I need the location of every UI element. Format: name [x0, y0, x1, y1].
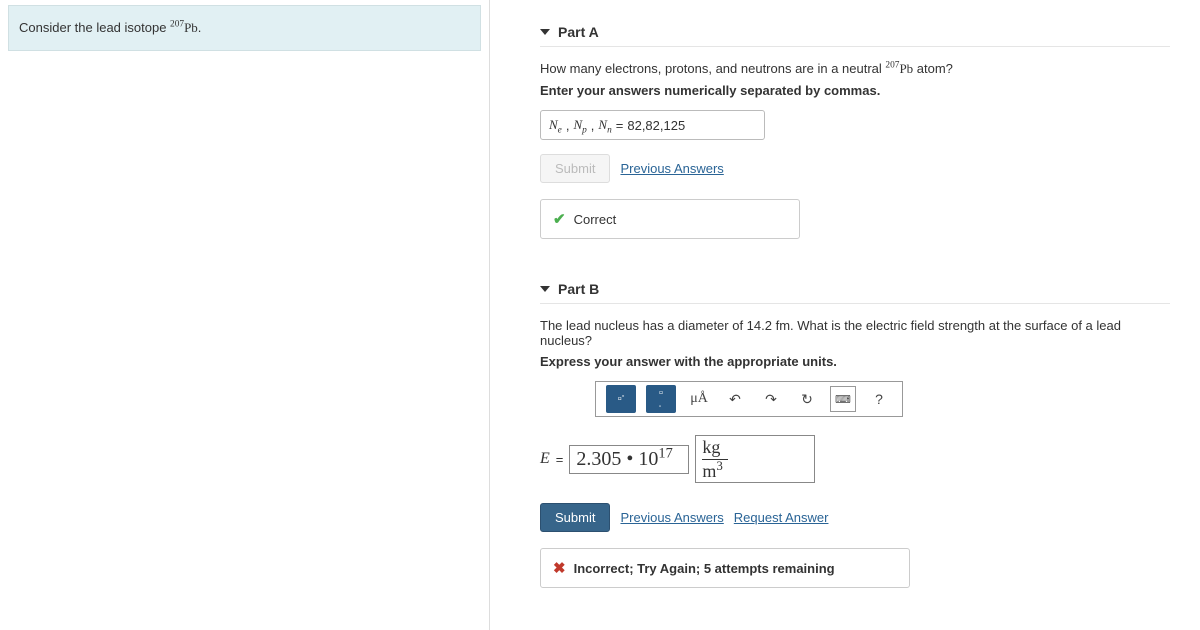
isotope-mass: 207 [170, 20, 184, 30]
question-prompt: Consider the lead isotope 207Pb. [8, 5, 481, 51]
part-a-header[interactable]: Part A [540, 10, 1170, 47]
part-a-hint: Enter your answers numerically separated… [540, 83, 1170, 98]
part-a-answer-value: 82,82,125 [627, 118, 685, 133]
part-a-answer-input[interactable]: Ne, Np, Nn = 82,82,125 [540, 110, 765, 140]
part-b-title: Part B [558, 281, 599, 297]
help-icon[interactable]: ? [866, 386, 892, 412]
part-b-submit-button[interactable]: Submit [540, 503, 610, 532]
check-icon: ✔ [553, 210, 566, 228]
prompt-prefix: Consider the lead isotope [19, 20, 170, 35]
part-b-previous-answers-link[interactable]: Previous Answers [620, 510, 723, 525]
part-b-feedback: ✖ Incorrect; Try Again; 5 attempts remai… [540, 548, 910, 588]
template-tool-icon[interactable]: ▫▫ [606, 385, 636, 413]
part-b-hint: Express your answer with the appropriate… [540, 354, 1170, 369]
part-a-previous-answers-link[interactable]: Previous Answers [620, 161, 723, 176]
part-b-value-input[interactable]: 2.305 • 1017 [569, 445, 689, 474]
isotope-symbol: Pb [184, 20, 198, 35]
part-b-question: The lead nucleus has a diameter of 14.2 … [540, 318, 1170, 348]
cross-icon: ✖ [553, 559, 566, 577]
part-b-feedback-text: Incorrect; Try Again; 5 attempts remaini… [574, 561, 835, 576]
part-b-header[interactable]: Part B [540, 267, 1170, 304]
undo-icon[interactable]: ↶ [722, 386, 748, 412]
part-a-feedback-text: Correct [574, 212, 617, 227]
part-a-title: Part A [558, 24, 599, 40]
equation-toolbar: ▫▫ ▫▫ μÅ ↶ ↷ ↻ ⌨ ? [595, 381, 903, 417]
units-tool-icon[interactable]: μÅ [686, 386, 712, 412]
redo-icon[interactable]: ↷ [758, 386, 784, 412]
part-a-question: How many electrons, protons, and neutron… [540, 61, 1170, 77]
keyboard-icon[interactable]: ⌨ [830, 386, 856, 412]
part-b-units-input[interactable]: kg m3 [695, 435, 815, 483]
prompt-suffix: . [198, 20, 202, 35]
part-a-feedback: ✔ Correct [540, 199, 800, 239]
part-a-submit-button: Submit [540, 154, 610, 183]
part-b-answer-row: E = 2.305 • 1017 kg m3 [540, 435, 1170, 483]
part-b-request-answer-link[interactable]: Request Answer [734, 510, 829, 525]
reset-icon[interactable]: ↻ [794, 386, 820, 412]
collapse-caret-icon [540, 29, 550, 35]
collapse-caret-icon [540, 286, 550, 292]
fraction-tool-icon[interactable]: ▫▫ [646, 385, 676, 413]
part-b-variable: E [540, 450, 550, 468]
